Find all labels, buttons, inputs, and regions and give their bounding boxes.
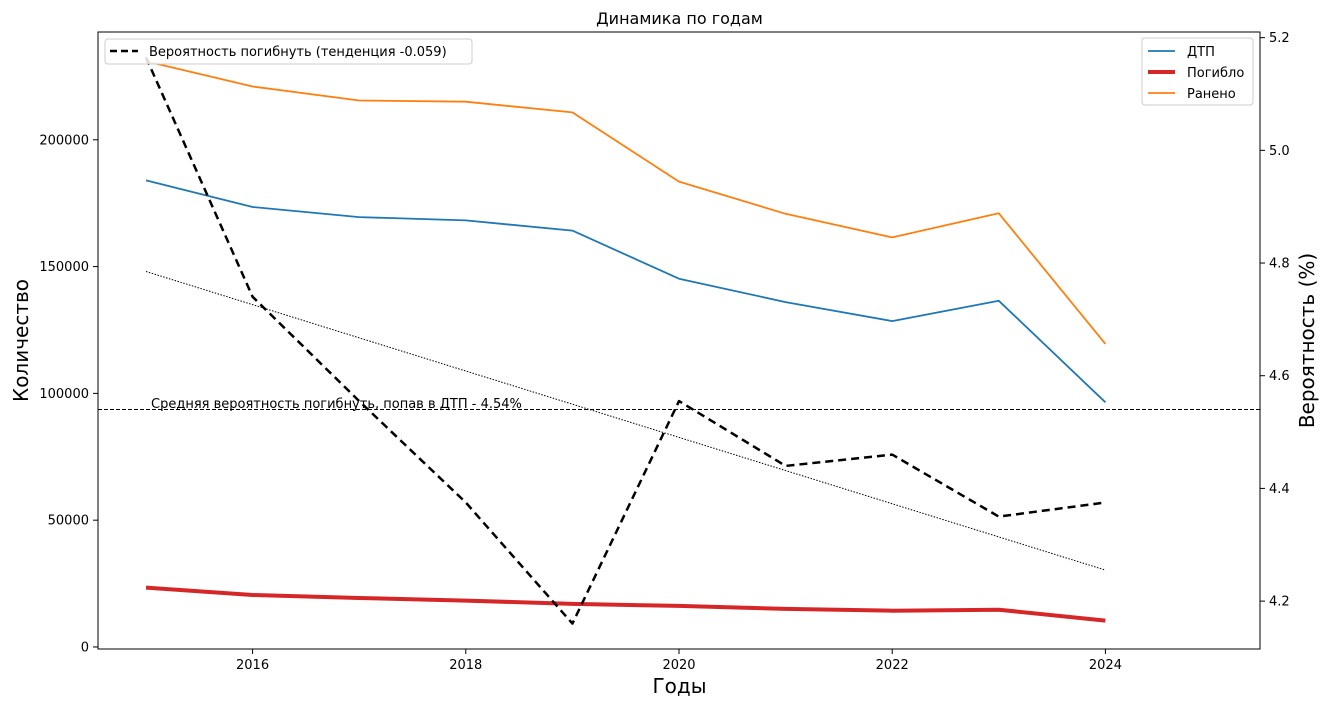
y-tick-label-150000: 150000 [39, 260, 89, 275]
x-tick-label-2022: 2022 [876, 658, 909, 673]
x-tick-label-2016: 2016 [236, 658, 269, 673]
plot-content [98, 56, 1260, 625]
x-tick-label-2018: 2018 [449, 658, 482, 673]
legend-label-dtp: ДТП [1187, 45, 1215, 60]
y2-tick-label-4.6: 4.6 [1269, 369, 1290, 384]
y2-axis-title: Вероятность (%) [1295, 253, 1319, 428]
legend-label-probability: Вероятность погибнуть (тенденция -0.059) [149, 45, 447, 60]
mean-line-label: Средняя вероятность погибнуть, попав в Д… [151, 397, 522, 412]
probability-trend-line [145, 270, 1106, 571]
legend-right: ДТП Погибло Ранено [1141, 37, 1254, 106]
y2-tick-label-4.4: 4.4 [1269, 482, 1290, 497]
x-tick-label-2020: 2020 [662, 658, 695, 673]
y2-tick-label-4.2: 4.2 [1269, 595, 1290, 610]
killed-series-line [145, 585, 1106, 623]
x-tick-label-2024: 2024 [1089, 658, 1122, 673]
chart-title: Динамика по годам [596, 9, 763, 28]
legend-label-killed: Погибло [1187, 66, 1244, 81]
y-axis-title: Количество [9, 279, 33, 402]
y-tick-label-0: 0 [81, 640, 89, 655]
y-axis-right: 4.2 4.4 4.6 4.8 5.0 5.2 [1260, 31, 1290, 610]
y-tick-label-50000: 50000 [48, 514, 89, 529]
legend-left: Вероятность погибнуть (тенденция -0.059) [104, 38, 473, 65]
y2-tick-label-5: 5.0 [1269, 144, 1290, 159]
injured-series-line [145, 60, 1107, 345]
y-axis-left: 0 50000 100000 150000 200000 [39, 133, 98, 655]
x-axis-title: Годы [652, 674, 706, 698]
dtp-series-line [145, 179, 1107, 403]
legend-label-injured: Ранено [1187, 87, 1236, 102]
legend-left-box [104, 38, 473, 65]
y-tick-label-200000: 200000 [39, 133, 89, 148]
y2-tick-label-5.2: 5.2 [1269, 31, 1290, 46]
y2-tick-label-4.8: 4.8 [1269, 257, 1290, 272]
legend-right-box [1141, 37, 1254, 106]
y-tick-label-100000: 100000 [39, 387, 89, 402]
x-axis: 2016 2018 2020 2022 2024 [236, 649, 1122, 673]
